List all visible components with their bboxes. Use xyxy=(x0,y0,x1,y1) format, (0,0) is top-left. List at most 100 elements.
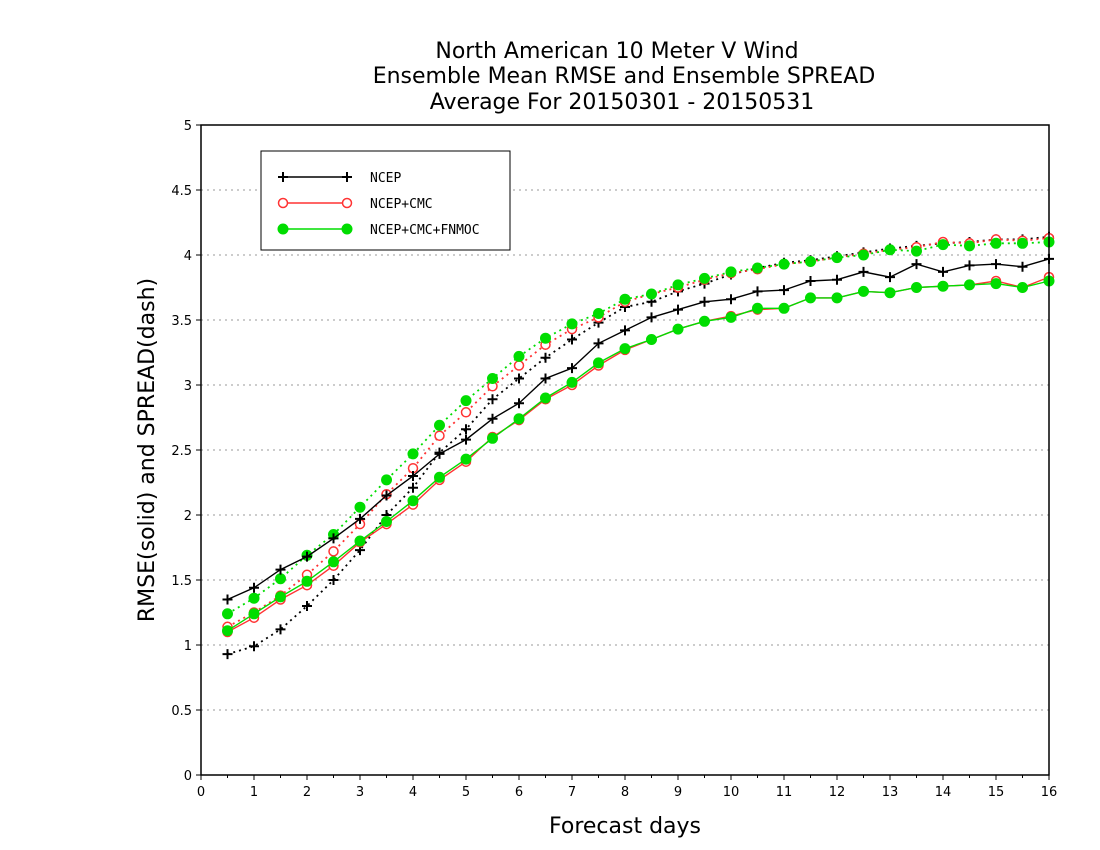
data-point xyxy=(805,256,816,267)
data-point xyxy=(699,296,710,307)
x-tick-label: 1 xyxy=(250,785,258,800)
data-point xyxy=(1017,237,1028,249)
legend-item: NCEP+CMC xyxy=(277,197,433,212)
data-point xyxy=(249,582,259,593)
legend-item: NCEP xyxy=(278,171,401,186)
data-point xyxy=(540,332,551,344)
data-point xyxy=(222,625,233,637)
data-point xyxy=(248,592,260,604)
data-point xyxy=(302,551,312,562)
legend-marker xyxy=(277,223,289,235)
x-tick-label: 12 xyxy=(829,785,846,800)
data-point xyxy=(964,279,975,291)
x-tick-label: 4 xyxy=(409,785,417,800)
title-line-3: Average For 20150301 - 20150531 xyxy=(430,90,815,115)
data-point xyxy=(593,357,604,369)
data-point xyxy=(328,556,339,568)
x-tick-label: 15 xyxy=(988,785,1005,800)
data-point xyxy=(328,575,339,585)
legend-marker xyxy=(342,172,352,182)
data-point xyxy=(487,373,498,384)
data-point xyxy=(513,413,525,425)
data-point xyxy=(778,258,790,270)
x-tick-label: 3 xyxy=(356,785,364,800)
data-point xyxy=(752,302,763,314)
data-point xyxy=(460,407,472,418)
legend-marker xyxy=(277,197,289,209)
data-point xyxy=(699,315,710,327)
data-point xyxy=(725,311,737,323)
y-tick-label: 4.5 xyxy=(171,184,192,199)
data-point xyxy=(275,573,286,585)
x-tick-label: 11 xyxy=(776,785,793,800)
data-point xyxy=(355,513,365,524)
data-point xyxy=(937,239,949,251)
x-tick-label: 9 xyxy=(674,785,682,800)
data-point xyxy=(408,482,418,493)
data-point xyxy=(619,293,631,305)
series-ncep-cmc-fnmoc-dash xyxy=(222,236,1055,620)
y-tick-label: 3 xyxy=(184,379,192,394)
data-point xyxy=(222,608,233,620)
y-tick-label: 3.5 xyxy=(171,314,192,329)
data-point xyxy=(593,338,604,349)
data-point xyxy=(991,259,1001,270)
x-tick-label: 16 xyxy=(1041,785,1058,800)
data-point xyxy=(672,279,684,291)
series-ncep-cmc-solid xyxy=(222,271,1055,638)
y-tick-label: 4 xyxy=(184,249,192,264)
data-point xyxy=(831,292,843,304)
legend-label: NCEP xyxy=(370,171,401,186)
data-point xyxy=(673,304,683,315)
data-point xyxy=(884,244,896,256)
data-point xyxy=(302,601,312,611)
data-point xyxy=(911,245,922,257)
data-point xyxy=(222,649,233,660)
x-tick-label: 7 xyxy=(568,785,576,800)
data-point xyxy=(407,495,419,507)
y-tick-label: 0.5 xyxy=(171,704,192,719)
data-point xyxy=(354,501,366,513)
data-point xyxy=(540,352,551,363)
data-point xyxy=(672,323,684,335)
data-point xyxy=(434,448,445,459)
data-point xyxy=(407,448,419,460)
data-point xyxy=(301,575,313,587)
legend: NCEP NCEP+CMC NCEP+CMC+FNMOC xyxy=(260,150,511,251)
data-point xyxy=(487,394,498,405)
data-point xyxy=(1017,261,1028,272)
x-tick-label: 6 xyxy=(515,785,523,800)
data-point xyxy=(1017,282,1028,293)
data-point xyxy=(460,453,472,465)
data-point xyxy=(964,240,975,252)
data-point xyxy=(752,286,763,297)
data-point xyxy=(938,266,948,277)
series-ncep-cmc-dash xyxy=(222,232,1055,633)
data-point xyxy=(805,276,816,286)
data-point xyxy=(726,294,736,305)
data-point xyxy=(381,490,392,501)
data-point xyxy=(540,392,551,404)
data-point xyxy=(487,413,498,424)
data-point xyxy=(885,272,895,283)
title-line-1: North American 10 Meter V Wind xyxy=(435,39,798,64)
data-point xyxy=(434,471,445,483)
data-point xyxy=(381,474,392,486)
series-line xyxy=(227,241,1050,615)
series-line xyxy=(227,280,1050,632)
series-line xyxy=(227,258,1050,601)
y-tick-label: 1.5 xyxy=(171,574,192,589)
data-point xyxy=(911,282,922,293)
data-point xyxy=(514,373,524,384)
data-point xyxy=(461,424,471,435)
data-point xyxy=(566,376,578,388)
data-point xyxy=(354,535,366,547)
data-point xyxy=(646,334,657,345)
data-point xyxy=(514,398,524,409)
data-point xyxy=(778,302,790,314)
data-point xyxy=(725,266,737,278)
x-axis-label: Forecast days xyxy=(549,814,701,839)
x-tick-label: 14 xyxy=(935,785,952,800)
data-point xyxy=(275,564,286,575)
data-point xyxy=(619,343,631,355)
